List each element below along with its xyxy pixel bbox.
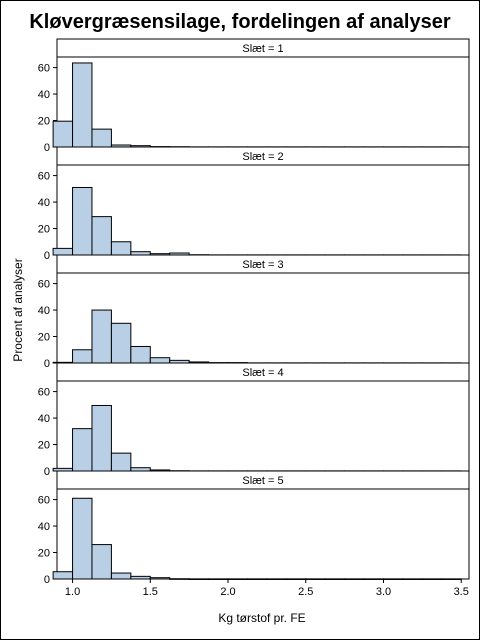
panel-2: Slæt = 2 0 20 40 60 bbox=[38, 146, 470, 262]
x-axis: 1.0 1.5 2.0 2.5 3.0 3.5 bbox=[65, 579, 469, 598]
histogram-bar bbox=[188, 578, 210, 580]
y-tick-label: 40 bbox=[38, 413, 50, 425]
histogram-bar bbox=[149, 577, 171, 580]
panel-plot-area bbox=[56, 488, 470, 580]
y-tick-label: 60 bbox=[38, 279, 50, 291]
chart-title: Kløvergræsensilage, fordelingen af analy… bbox=[29, 11, 450, 33]
histogram-bar bbox=[324, 578, 346, 580]
y-tick-label: 0 bbox=[44, 358, 50, 370]
histogram-bar bbox=[266, 578, 287, 580]
panel-strip-label: Slæt = 3 bbox=[242, 259, 283, 271]
y-tick-label: 20 bbox=[38, 116, 50, 128]
y-tick-label: 40 bbox=[38, 197, 50, 209]
panels-group: Slæt = 1 0 20 40 60 Slæt = 2 0 20 40 60 Slæt = 3 0 2… bbox=[38, 38, 470, 586]
histogram-bar bbox=[72, 349, 93, 364]
y-tick-label: 60 bbox=[38, 171, 50, 183]
x-tick-label: 2.5 bbox=[298, 586, 313, 598]
histogram-bar bbox=[285, 578, 307, 580]
y-tick-label: 0 bbox=[44, 574, 50, 586]
panel-3: Slæt = 3 0 20 40 60 bbox=[38, 254, 470, 370]
y-axis-label: Procent af analyser bbox=[11, 258, 25, 361]
y-tick-label: 40 bbox=[38, 305, 50, 317]
panel-plot-area bbox=[56, 164, 470, 256]
panel-strip-label: Slæt = 4 bbox=[242, 367, 283, 379]
panel-4: Slæt = 4 0 20 40 60 bbox=[38, 362, 470, 478]
histogram-bar bbox=[130, 575, 151, 580]
panel-strip-label: Slæt = 5 bbox=[242, 475, 283, 487]
histogram-bar bbox=[208, 578, 229, 580]
histogram-bar bbox=[363, 578, 384, 580]
x-axis-label: Kg tørstof pr. FE bbox=[218, 611, 305, 625]
panel-plot-area bbox=[56, 56, 470, 148]
histogram-bar bbox=[110, 241, 132, 256]
y-tick-label: 40 bbox=[38, 89, 50, 101]
panel-strip-label: Slæt = 1 bbox=[242, 43, 283, 55]
histogram-bar bbox=[421, 578, 443, 580]
histogram-bar bbox=[110, 452, 132, 472]
histogram-bar bbox=[227, 578, 248, 580]
y-tick-label: 20 bbox=[38, 440, 50, 452]
y-tick-label: 60 bbox=[38, 495, 50, 507]
histogram-bar bbox=[110, 572, 132, 580]
histogram-bar bbox=[52, 247, 74, 256]
histogram-bar bbox=[72, 187, 93, 256]
y-tick-label: 0 bbox=[44, 466, 50, 478]
y-tick-label: 60 bbox=[38, 387, 50, 399]
histogram-bar bbox=[52, 571, 74, 580]
histogram-bar bbox=[91, 216, 112, 256]
histogram-bar bbox=[402, 578, 423, 580]
histogram-bar bbox=[169, 578, 190, 580]
panel-5: Slæt = 5 0 20 40 60 bbox=[38, 470, 470, 586]
x-tick-label: 3.5 bbox=[454, 586, 469, 598]
histogram-bar bbox=[91, 128, 112, 148]
histogram-bar bbox=[72, 62, 93, 148]
histogram-bar bbox=[246, 578, 268, 580]
y-tick-label: 20 bbox=[38, 332, 50, 344]
histogram-bar bbox=[110, 322, 132, 364]
histogram-bar bbox=[91, 404, 112, 472]
x-tick-label: 1.0 bbox=[65, 586, 80, 598]
y-tick-label: 0 bbox=[44, 250, 50, 262]
histogram-bar bbox=[91, 309, 112, 364]
histogram-bar bbox=[344, 578, 365, 580]
histogram-bar bbox=[441, 578, 462, 580]
panel-strip-label: Slæt = 2 bbox=[242, 151, 283, 163]
y-tick-label: 20 bbox=[38, 224, 50, 236]
y-tick-label: 20 bbox=[38, 548, 50, 560]
x-tick-label: 3.0 bbox=[376, 586, 391, 598]
histogram-bar bbox=[305, 578, 326, 580]
y-tick-label: 40 bbox=[38, 521, 50, 533]
y-tick-label: 0 bbox=[44, 142, 50, 154]
x-tick-label: 2.0 bbox=[220, 586, 235, 598]
y-tick-label: 60 bbox=[38, 63, 50, 75]
histogram-bar bbox=[52, 120, 74, 148]
panel-1: Slæt = 1 0 20 40 60 bbox=[38, 38, 470, 154]
x-tick-label: 1.5 bbox=[143, 586, 158, 598]
histogram-bar bbox=[382, 578, 404, 580]
histogram-bar bbox=[72, 428, 93, 472]
histogram-bar bbox=[72, 497, 93, 580]
histogram-bar bbox=[149, 357, 171, 364]
histogram-bar bbox=[91, 544, 112, 580]
histogram-bar bbox=[130, 345, 151, 364]
